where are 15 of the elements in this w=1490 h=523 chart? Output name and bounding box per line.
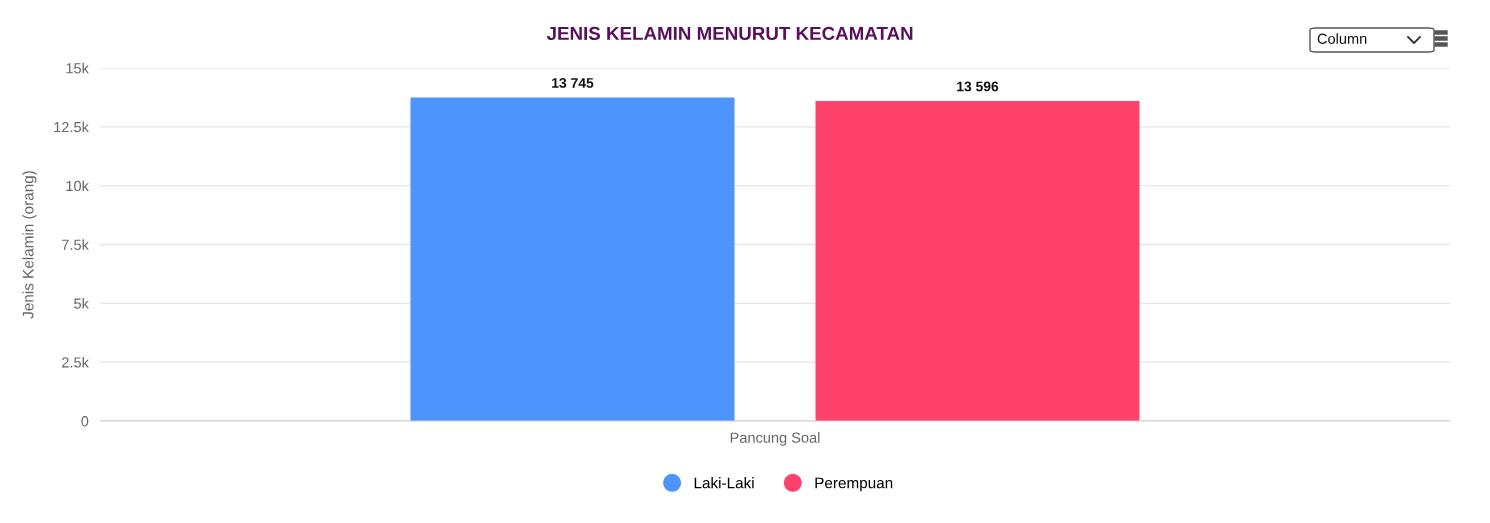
- y-tick-label: 15k: [66, 62, 89, 74]
- x-tick-label: Pancung Soal: [730, 432, 820, 446]
- y-tick-label: 0: [81, 416, 89, 427]
- y-tick-label: 12.5k: [54, 121, 89, 133]
- y-tick-label: 7.5k: [62, 239, 89, 250]
- text: Column: [1317, 33, 1367, 44]
- y-tick-label: 10k: [66, 180, 89, 192]
- legend-label: Laki-Laki: [694, 477, 754, 489]
- y-tick-label: 5k: [74, 298, 89, 309]
- y-tick-label: 2.5k: [62, 356, 89, 368]
- legend-label: Perempuan: [815, 477, 893, 492]
- chart-title: JENIS KELAMIN MENURUT KECAMATAN: [546, 26, 913, 41]
- data-label: 13 745: [552, 78, 594, 88]
- y-axis-title: Jenis Kelamin (orang): [22, 171, 37, 319]
- data-label: 13 596: [957, 81, 999, 92]
